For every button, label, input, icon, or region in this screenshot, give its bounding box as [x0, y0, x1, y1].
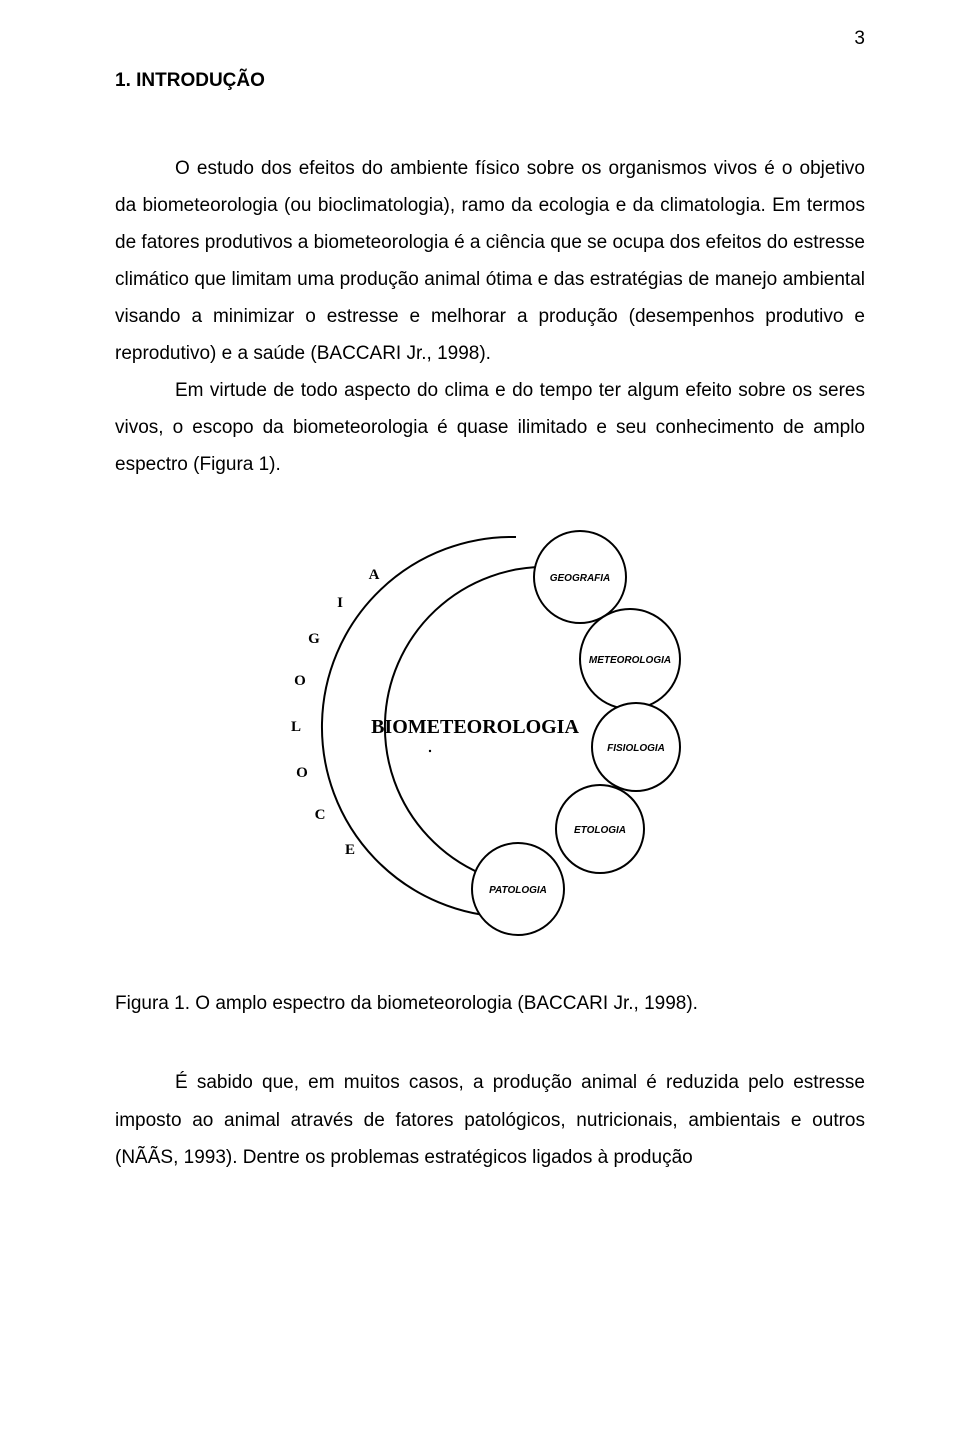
center-label: BIOMETEOROLOGIA — [371, 716, 579, 738]
arc-letter: L — [291, 719, 301, 735]
arc-letter: O — [294, 673, 306, 689]
arc-letter: G — [308, 631, 320, 647]
arc-letter: O — [296, 765, 308, 781]
discipline-label: GEOGRAFIA — [550, 573, 611, 584]
figure-caption: Figura 1. O amplo espectro da biometeoro… — [115, 985, 865, 1022]
paragraph-3: É sabido que, em muitos casos, a produçã… — [115, 1064, 865, 1175]
arc-letter: E — [345, 842, 355, 858]
discipline-label: FISIOLOGIA — [607, 743, 665, 754]
discipline-label: ETOLOGIA — [574, 825, 626, 836]
arc-letter: I — [337, 595, 343, 611]
section-heading: 1. INTRODUÇÃO — [115, 70, 865, 92]
page-number: 3 — [854, 28, 865, 50]
arc-letter: A — [369, 567, 380, 583]
discipline-label: PATOLOGIA — [489, 885, 547, 896]
paragraph-2: Em virtude de todo aspecto do clima e do… — [115, 372, 865, 483]
discipline-label: METEOROLOGIA — [589, 655, 671, 666]
dot — [429, 750, 431, 752]
figure-1: E C O L O G I A BIOMETEOROLOGIA GEOGRAFI… — [115, 519, 865, 949]
paragraph-1: O estudo dos efeitos do ambiente físico … — [115, 150, 865, 372]
arc-letter: C — [315, 807, 326, 823]
biometeorologia-diagram: E C O L O G I A BIOMETEOROLOGIA GEOGRAFI… — [250, 519, 730, 949]
